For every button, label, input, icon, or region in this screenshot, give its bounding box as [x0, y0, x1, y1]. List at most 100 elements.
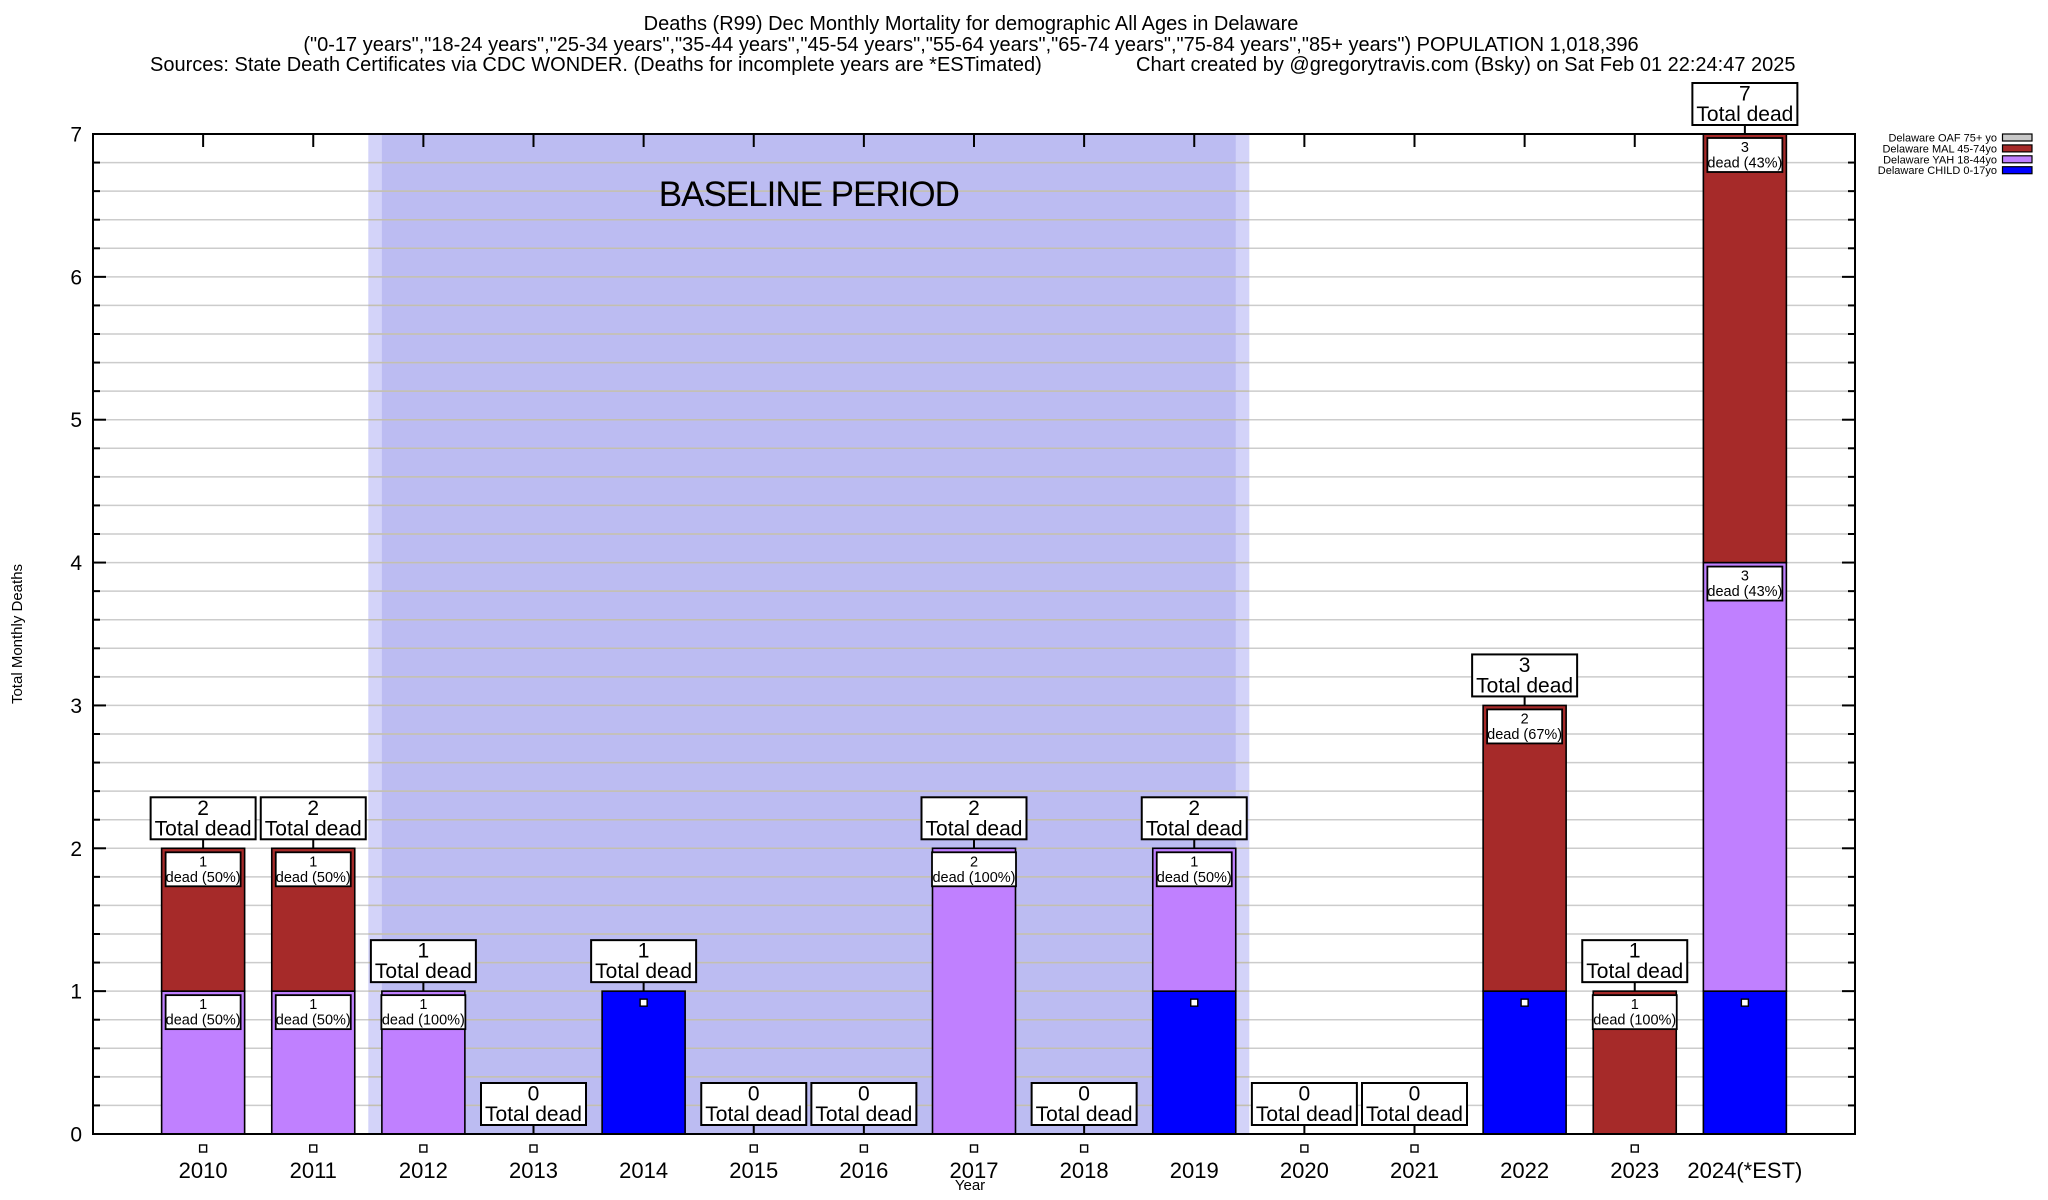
chart-title-line1: Deaths (R99) Dec Monthly Mortality for d…	[644, 13, 1299, 35]
total-count: 0	[528, 1083, 540, 1106]
y-tick-label-4: 4	[70, 552, 82, 575]
total-label: Total dead	[1256, 1103, 1353, 1126]
segment-count: 1	[309, 997, 317, 1013]
child-marker-2019	[1190, 998, 1199, 1007]
total-label-box	[369, 939, 477, 984]
child-marker-2021	[1410, 1144, 1419, 1153]
total-label-box	[1250, 1082, 1358, 1126]
legend-swatch-3	[2001, 166, 2033, 175]
total-label-box	[149, 796, 257, 841]
child-marker-2012	[419, 1144, 428, 1153]
total-label-box	[700, 1082, 808, 1126]
segment-label-box	[164, 851, 242, 888]
segment-detail: dead (100%)	[1593, 1013, 1676, 1029]
y-tick-label-1: 1	[70, 981, 82, 1004]
total-count: 2	[197, 797, 209, 820]
total-count: 1	[418, 940, 430, 963]
total-label: Total dead	[815, 1103, 912, 1126]
bar-segment-2022-s2	[1482, 704, 1567, 992]
tick-marks	[93, 134, 1855, 1107]
legend-label-2: Delaware YAH 18-44yo	[1883, 154, 1997, 166]
chart-title-sources: Sources: State Death Certificates via CD…	[150, 54, 1042, 76]
total-count: 0	[858, 1083, 870, 1106]
segment-count: 3	[1741, 569, 1749, 585]
total-label: Total dead	[705, 1103, 802, 1126]
total-label-box	[259, 796, 367, 841]
x-tick-label-2016: 2016	[839, 1158, 888, 1183]
segment-label-box	[380, 994, 467, 1031]
chart-title-line2: ("0-17 years","18-24 years","25-34 years…	[303, 34, 1638, 56]
y-tick-label-0: 0	[70, 1124, 82, 1147]
total-label-box	[590, 939, 698, 984]
segment-count: 3	[1741, 140, 1749, 156]
segment-count: 2	[970, 854, 978, 870]
bar-segment-2024(*EST)-s2	[1702, 133, 1788, 564]
total-count: 3	[1519, 654, 1531, 677]
child-marker-2016	[859, 1144, 869, 1153]
total-label-box	[1140, 796, 1248, 841]
total-count: 1	[638, 940, 650, 963]
bar-segment-2019-s0	[1151, 990, 1237, 1135]
segment-label-box	[274, 851, 352, 888]
segment-count: 1	[199, 997, 207, 1013]
total-label-box	[810, 1082, 918, 1126]
bar-segment-2024(*EST)-s0	[1702, 990, 1788, 1135]
x-tick-label-2013: 2013	[509, 1158, 558, 1183]
segment-label-box	[931, 851, 1017, 888]
bar-segment-2017-s1	[931, 847, 1017, 1135]
child-marker-2024(*EST)	[1740, 998, 1750, 1007]
segment-detail: dead (50%)	[166, 870, 241, 886]
legend-label-0: Delaware OAF 75+ yo	[1888, 133, 1997, 145]
legend-swatch-0	[2001, 133, 2033, 142]
total-label: Total dead	[1586, 960, 1683, 983]
x-tick-label-2010: 2010	[179, 1158, 228, 1183]
total-label: Total dead	[1696, 103, 1793, 126]
child-marker-2020	[1300, 1144, 1309, 1153]
total-count: 0	[1299, 1083, 1311, 1106]
segment-label-box	[274, 994, 352, 1031]
x-tick-label-2023: 2023	[1610, 1158, 1659, 1183]
total-label: Total dead	[1476, 674, 1573, 697]
total-label-box	[480, 1082, 587, 1126]
child-marker-2022	[1520, 998, 1529, 1007]
y-tick-label-5: 5	[70, 409, 82, 432]
segment-count: 1	[199, 854, 207, 870]
y-tick-label-6: 6	[70, 266, 82, 289]
x-tick-label-2019: 2019	[1170, 1158, 1219, 1183]
segment-detail: dead (100%)	[382, 1013, 465, 1029]
total-label-box	[1030, 1082, 1138, 1126]
child-marker-2011	[309, 1144, 318, 1153]
x-tick-label-2022: 2022	[1500, 1158, 1549, 1183]
child-marker-2017	[969, 1144, 979, 1153]
segment-count: 1	[1190, 854, 1198, 870]
segment-label-box	[1706, 137, 1784, 173]
segment-count: 1	[419, 997, 427, 1013]
segment-count: 1	[1631, 997, 1639, 1013]
x-tick-label-2020: 2020	[1280, 1158, 1329, 1183]
segment-detail: dead (67%)	[1487, 727, 1562, 743]
total-label: Total dead	[375, 960, 472, 983]
total-count: 0	[748, 1083, 760, 1106]
segment-label-box	[1486, 708, 1564, 745]
segment-detail: dead (43%)	[1707, 584, 1782, 600]
total-label-box	[1471, 653, 1579, 698]
segment-detail: dead (50%)	[1157, 870, 1232, 886]
total-label-box	[920, 796, 1028, 841]
bar-segment-2024(*EST)-s1	[1702, 561, 1788, 992]
total-label: Total dead	[1146, 817, 1243, 840]
y-tick-label-7: 7	[70, 124, 82, 147]
y-tick-label-3: 3	[70, 695, 82, 718]
total-label-box	[1581, 939, 1689, 984]
total-count: 2	[307, 797, 319, 820]
segment-detail: dead (100%)	[932, 870, 1015, 886]
child-marker-2014	[639, 998, 648, 1007]
plot-border	[92, 133, 1856, 1135]
chart-title-credit: Chart created by @gregorytravis.com (Bsk…	[1136, 54, 1796, 76]
x-tick-label-2011: 2011	[290, 1158, 337, 1183]
baseline-region-inner	[381, 134, 1236, 1134]
x-tick-label-2018: 2018	[1060, 1158, 1109, 1183]
